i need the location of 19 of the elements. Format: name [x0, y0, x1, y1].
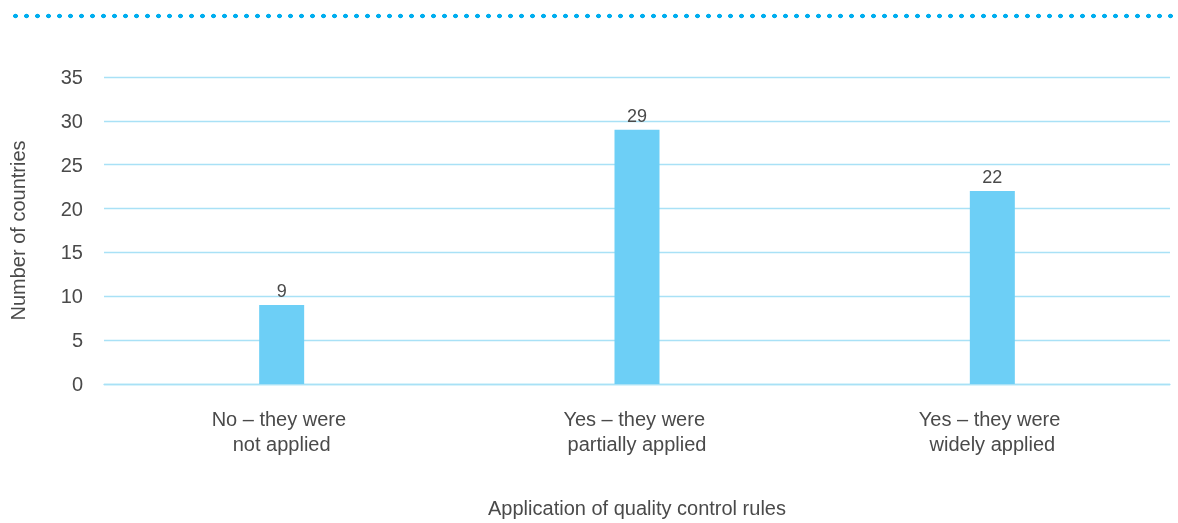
bar [969, 191, 1015, 384]
y-axis-title: Number of countries [7, 140, 29, 321]
y-tick-label: 25 [60, 153, 83, 176]
x-tick-label: Yes – they were widely applied [918, 407, 1066, 455]
y-tick-label: 10 [60, 285, 83, 308]
data-label: 22 [982, 167, 1003, 188]
y-tick-label: 15 [60, 241, 83, 264]
y-tick-label: 30 [60, 109, 83, 132]
y-tick-label: 0 [71, 373, 83, 395]
bar [614, 129, 660, 384]
y-tick-label: 35 [60, 66, 83, 88]
x-tick-label: No – they were not applied [211, 407, 352, 455]
x-axis-title: Application of quality control rules [488, 497, 786, 519]
bar [259, 305, 305, 384]
y-tick-label: 20 [60, 197, 83, 220]
data-label: 9 [276, 281, 287, 302]
y-tick-label: 5 [71, 329, 83, 352]
x-tick-label: Yes – they were partially applied [563, 407, 711, 455]
data-label: 29 [626, 105, 648, 126]
